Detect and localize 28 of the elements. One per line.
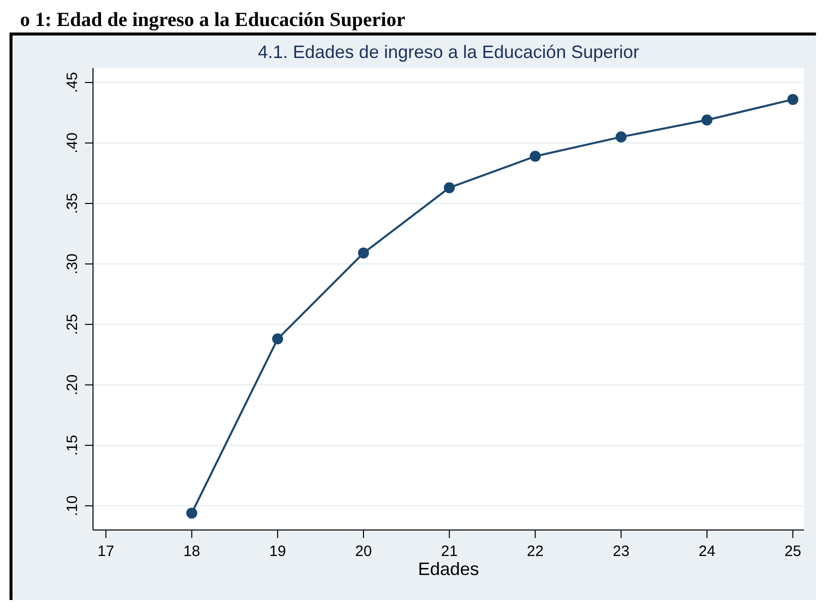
y-tick-label: .25 [64,314,81,335]
x-axis-title: Edades [418,559,480,579]
point [272,333,284,344]
point [787,94,798,105]
point [358,248,369,259]
point [186,508,198,519]
y-tick-label: .15 [64,434,81,456]
y-tick-label: .10 [64,495,81,516]
x-tick-label: 19 [269,543,286,560]
point [701,114,712,126]
y-tick-label: .20 [64,374,81,396]
y-tick-label: .30 [64,253,81,274]
y-tick-label: .45 [64,72,81,93]
point [444,182,455,194]
text: o 1: Edad de ingreso a la Educación Superior [20,9,406,31]
x-tick-label: 24 [698,543,716,560]
x-tick-label: 17 [98,543,114,560]
y-tick-label: .40 [64,132,81,154]
x-tick-label: 25 [784,543,802,560]
x-tick-label: 20 [355,543,372,560]
x-tick-label: 21 [441,543,458,560]
x-tick-label: 18 [183,543,200,560]
chart-title: 4.1. Edades de ingreso a la Educación Superior [258,42,640,62]
y-tick-label: .35 [64,193,81,214]
x-tick-label: 22 [526,543,544,560]
point [616,131,627,142]
x-tick-label: 23 [612,543,630,560]
point [530,150,541,162]
